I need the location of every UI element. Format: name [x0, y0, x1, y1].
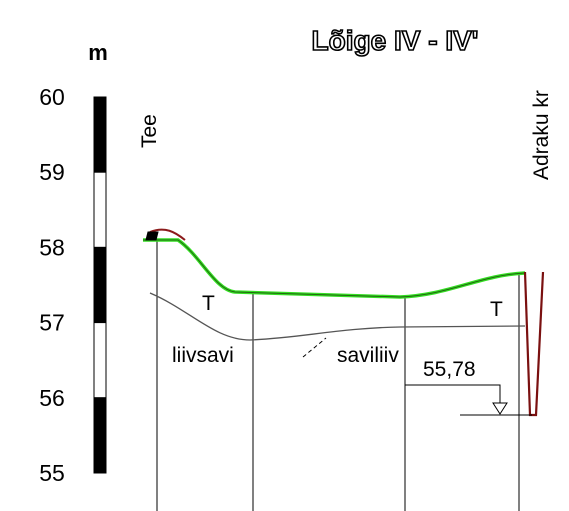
road-surface: [149, 228, 186, 241]
scale-bar: 60 59 58 57 56 55: [39, 84, 107, 486]
scale-segment: [93, 171, 107, 248]
ground-surface: [143, 238, 526, 299]
layer-label: liivsavi: [172, 344, 234, 367]
left-label: Tee: [138, 114, 161, 148]
right-label: Adraku kr: [530, 90, 553, 180]
scale-segment: [93, 246, 107, 324]
fill-label: T: [202, 292, 215, 315]
leader-line: [405, 384, 501, 403]
fill-label: T: [490, 298, 503, 321]
scale-segment: [93, 322, 107, 399]
road-mark: [145, 231, 159, 241]
scale-label: 55: [39, 460, 65, 486]
layer-label: saviliiv: [337, 344, 399, 367]
ground-outline: [143, 239, 526, 298]
unit-label: m: [88, 40, 108, 65]
ditch: [523, 271, 545, 417]
scale-label: 60: [39, 84, 65, 110]
scale-label: 58: [39, 234, 65, 260]
profile: [143, 228, 545, 511]
scale-segment: [93, 96, 107, 173]
dashed-line: [302, 337, 327, 358]
scale-label: 59: [39, 159, 65, 185]
scale-label: 56: [39, 385, 65, 411]
water-level-label: 55,78: [423, 358, 476, 381]
title: Lõige IV - IV': [312, 25, 479, 56]
water-symbol: [492, 402, 508, 415]
scale-label: 57: [39, 310, 65, 336]
layer-boundary: [149, 292, 526, 341]
scale-segment: [93, 397, 107, 474]
